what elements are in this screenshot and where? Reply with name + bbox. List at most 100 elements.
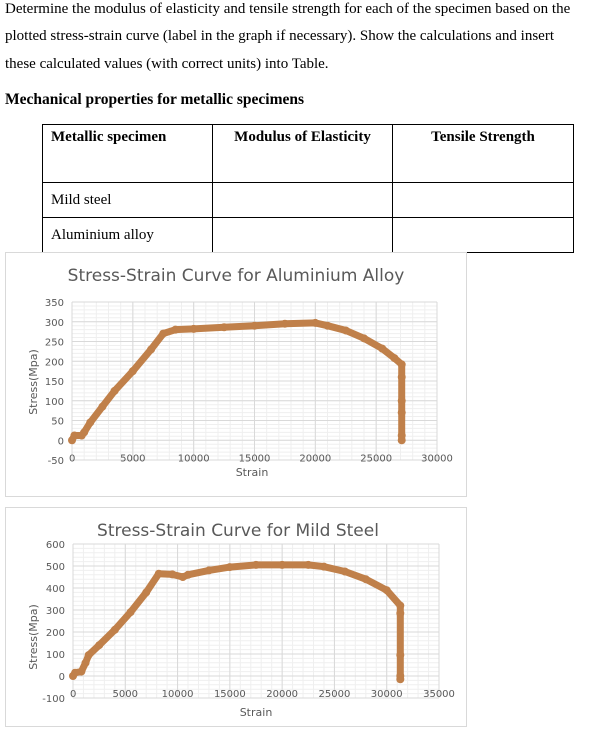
- y-tick-label: 200: [46, 628, 65, 639]
- x-axis-label: Strain: [236, 466, 269, 479]
- data-point-marker: [397, 436, 406, 445]
- data-point-marker: [184, 570, 193, 579]
- data-point-marker: [319, 562, 328, 571]
- x-tick-label: 10000: [162, 689, 194, 700]
- data-point-marker: [98, 402, 107, 411]
- data-point-marker: [390, 354, 399, 363]
- data-point-marker: [84, 651, 93, 660]
- y-tick-label: 350: [45, 298, 64, 309]
- data-point-marker: [86, 418, 95, 427]
- data-point-marker: [396, 675, 405, 684]
- data-point-marker: [128, 367, 137, 376]
- data-point-marker: [71, 668, 80, 677]
- x-axis-label: Strain: [240, 706, 273, 719]
- data-point-marker: [252, 560, 260, 569]
- data-point-marker: [323, 321, 332, 330]
- mild-steel-stress-strain-chart: Stress-Strain Curve for Mild Steel -100 0…: [5, 507, 467, 727]
- x-tick-label: 30000: [421, 453, 453, 464]
- data-point-marker: [280, 319, 289, 328]
- data-point-marker: [204, 566, 213, 575]
- y-tick-label: 150: [45, 377, 64, 388]
- x-tick-label: 20000: [299, 453, 331, 464]
- data-point-marker: [397, 373, 406, 382]
- table-row: Mild steel: [42, 182, 574, 218]
- data-point-marker: [77, 667, 86, 676]
- y-tick-label: 250: [45, 338, 64, 349]
- cell-modulus-mild-steel[interactable]: [212, 182, 393, 218]
- data-point-marker: [378, 344, 387, 353]
- instruction-line-2: plotted stress-strain curve (label in th…: [5, 28, 554, 44]
- data-point-marker: [311, 318, 320, 327]
- x-tick-label: 30000: [371, 689, 403, 700]
- data-point-marker: [278, 560, 287, 569]
- data-point-marker: [154, 569, 163, 578]
- data-point-marker: [397, 396, 406, 405]
- y-tick-label: 50: [51, 417, 64, 428]
- x-tick-label: 20000: [266, 689, 298, 700]
- properties-table: Metallic specimen Modulus of Elasticity …: [42, 124, 574, 253]
- data-point-marker: [171, 325, 180, 334]
- data-point-marker: [147, 345, 156, 354]
- y-tick-label: -50: [48, 456, 64, 467]
- cell-specimen-mild-steel: Mild steel: [42, 182, 213, 218]
- header-modulus: Modulus of Elasticity: [212, 124, 393, 183]
- y-tick-label: 500: [46, 562, 65, 573]
- mild-steel-chart-svg: Stress-Strain Curve for Mild Steel -100 0…: [27, 521, 455, 719]
- aluminium-chart-svg: Stress-Strain Curve for Aluminium Alloy …: [27, 266, 453, 479]
- y-tick-label: 300: [46, 606, 65, 617]
- x-tick-label: 5000: [120, 453, 145, 464]
- x-tick-label: 0: [69, 453, 75, 464]
- chart-title: Stress-Strain Curve for Aluminium Alloy: [68, 266, 405, 286]
- y-tick-label: 100: [46, 650, 65, 661]
- data-point-marker: [396, 601, 405, 610]
- data-point-marker: [159, 329, 168, 338]
- x-tick-label: 15000: [239, 453, 271, 464]
- x-tick-label: 0: [70, 689, 76, 700]
- y-tick-label: 200: [45, 357, 64, 368]
- x-tick-label: 25000: [360, 453, 392, 464]
- table-row: Aluminium alloy: [42, 217, 574, 253]
- data-point-marker: [341, 326, 350, 335]
- chart-title: Stress-Strain Curve for Mild Steel: [97, 521, 379, 541]
- y-tick-label: 400: [46, 584, 65, 595]
- data-point-marker: [189, 324, 198, 333]
- series-line: [69, 561, 404, 683]
- data-point-marker: [225, 563, 234, 572]
- data-point-marker: [95, 641, 104, 650]
- data-point-marker: [142, 588, 151, 597]
- data-point-marker: [220, 323, 229, 332]
- cell-tensile-mild-steel[interactable]: [392, 182, 574, 218]
- y-tick-label: 0: [59, 672, 65, 683]
- aluminium-stress-strain-chart: Stress-Strain Curve for Aluminium Alloy …: [5, 252, 467, 497]
- x-tick-label: 10000: [178, 453, 210, 464]
- data-point-marker: [70, 431, 79, 440]
- data-point-marker: [361, 575, 370, 584]
- y-axis-label: Stress(Mpa): [27, 604, 40, 670]
- cell-tensile-aluminium[interactable]: [392, 217, 574, 253]
- data-point-marker: [250, 321, 259, 330]
- y-axis-label: Stress(Mpa): [27, 349, 40, 415]
- data-point-marker: [382, 586, 391, 595]
- data-point-marker: [110, 625, 119, 634]
- data-point-marker: [126, 608, 135, 617]
- y-tick-label: 100: [45, 397, 64, 408]
- cell-specimen-aluminium: Aluminium alloy: [42, 217, 213, 253]
- table-caption: Mechanical properties for metallic speci…: [5, 91, 305, 108]
- data-point-marker: [397, 360, 406, 369]
- x-tick-label: 5000: [113, 689, 138, 700]
- x-tick-label: 35000: [423, 689, 455, 700]
- data-point-marker: [168, 570, 177, 579]
- x-tick-label: 25000: [319, 689, 351, 700]
- y-tick-label: 600: [46, 540, 65, 551]
- y-tick-label: 0: [58, 436, 64, 447]
- header-specimen: Metallic specimen: [42, 124, 213, 183]
- instruction-line-3: these calculated values (with correct un…: [5, 56, 329, 72]
- cell-modulus-aluminium[interactable]: [212, 217, 393, 253]
- data-point-marker: [397, 408, 406, 417]
- x-tick-label: 15000: [214, 689, 246, 700]
- data-point-marker: [340, 567, 349, 576]
- data-point-marker: [396, 609, 405, 618]
- y-tick-label: 300: [45, 318, 64, 329]
- y-tick-label: -100: [42, 694, 65, 705]
- data-point-marker: [304, 560, 313, 569]
